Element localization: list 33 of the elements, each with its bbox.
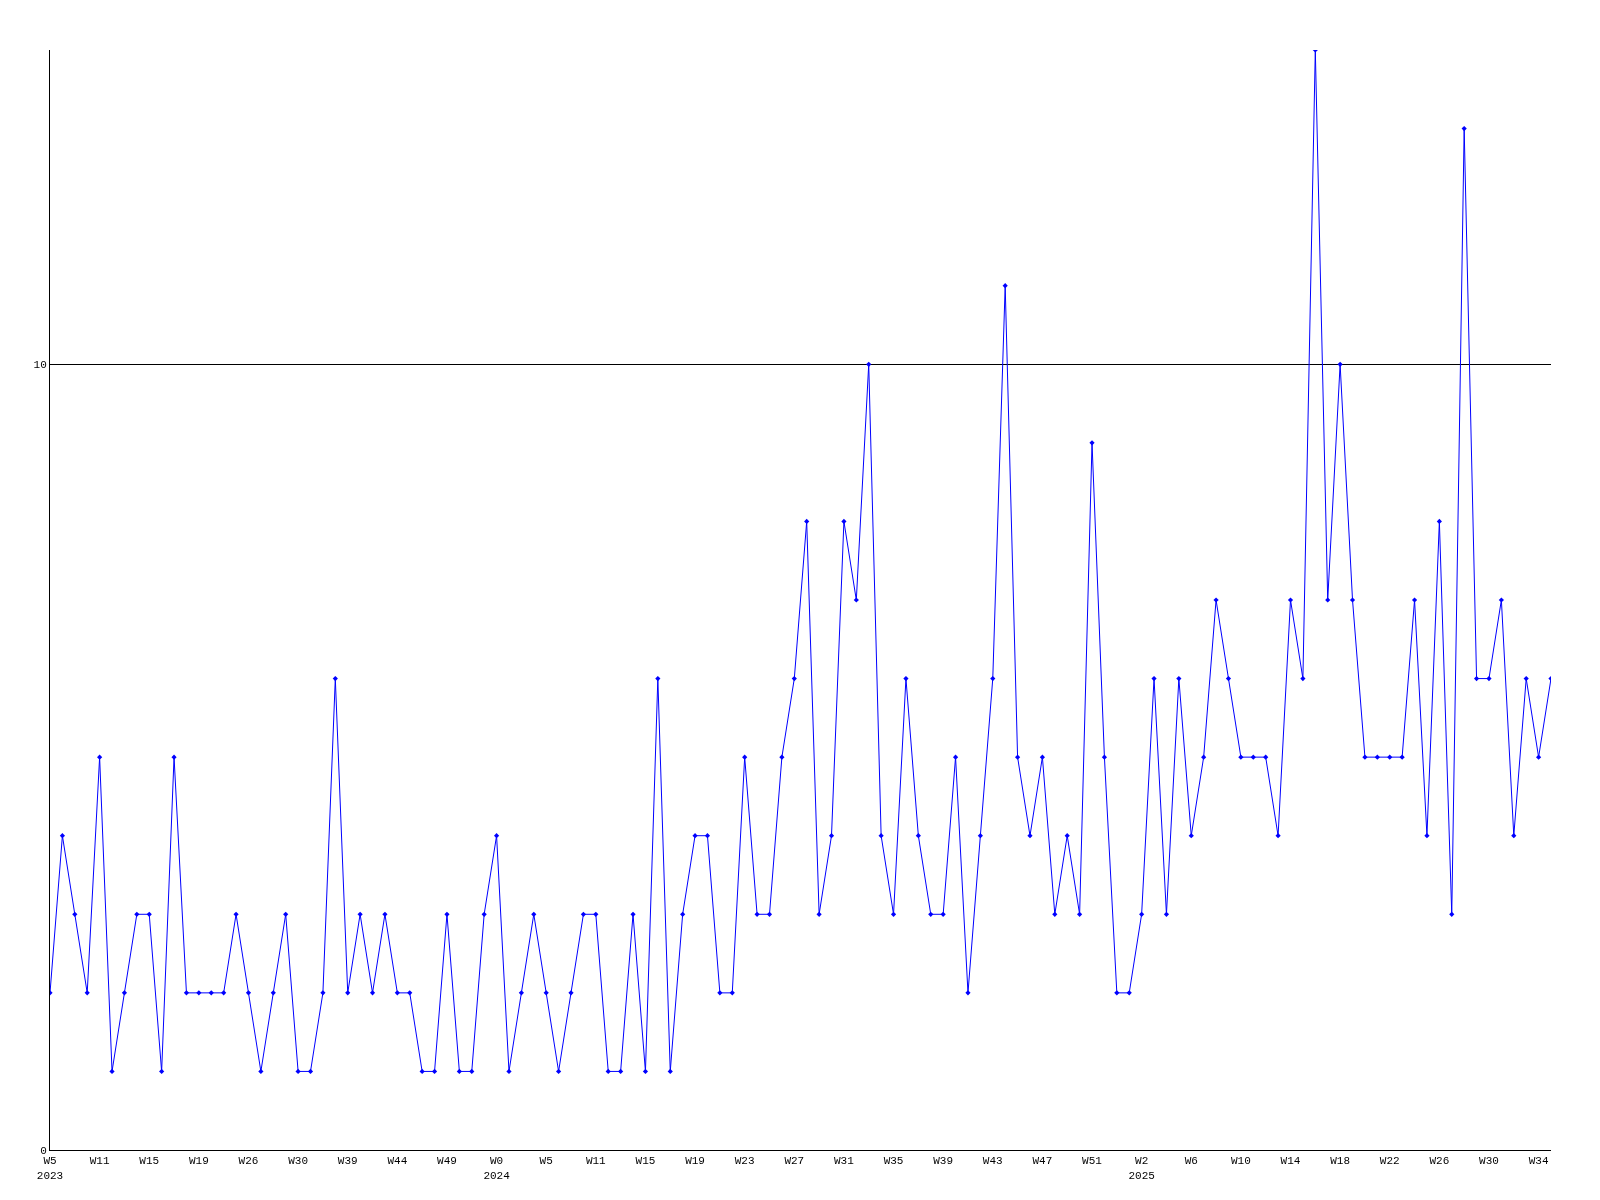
x-tick-label: W5 2023	[36, 1155, 64, 1182]
x-tick-label: W44	[387, 1155, 408, 1168]
x-tick-label: W10	[1230, 1155, 1251, 1168]
x-tick-label: W30	[288, 1155, 309, 1168]
x-tick-label: W18	[1330, 1155, 1351, 1168]
x-tick-label: W2 2025	[1128, 1155, 1155, 1182]
x-tick-label: W39	[337, 1155, 358, 1168]
y-tick-label: 10	[33, 359, 47, 372]
x-tick-label: W15	[139, 1155, 160, 1168]
x-tick-label: W15	[635, 1155, 656, 1168]
x-tick-label: W23	[734, 1155, 755, 1168]
x-tick-label: W0 2024	[483, 1155, 511, 1182]
x-tick-label: W31	[834, 1155, 855, 1168]
x-tick-label: W47	[1032, 1155, 1053, 1168]
x-tick-label: W35	[883, 1155, 904, 1168]
x-tick-label: W5	[539, 1155, 553, 1168]
x-tick-label: W11	[89, 1155, 110, 1168]
x-tick-label: W6	[1184, 1155, 1198, 1168]
x-tick-label: W26	[238, 1155, 259, 1168]
x-tick-label: W22	[1379, 1155, 1400, 1168]
x-tick-label: W11	[585, 1155, 607, 1168]
x-tick-label: W26	[1429, 1155, 1450, 1168]
x-tick-label: W19	[685, 1155, 705, 1168]
x-tick-label: W51	[1082, 1155, 1103, 1168]
x-tick-label: W49	[437, 1155, 457, 1168]
y-tick-label: 0	[40, 1144, 47, 1157]
x-tick-label: W27	[784, 1155, 805, 1168]
x-tick-label: W43	[982, 1155, 1003, 1168]
x-tick-label: W34	[1528, 1155, 1549, 1168]
x-tick-label: W19	[188, 1155, 209, 1168]
x-tick-label: W39	[933, 1155, 954, 1168]
x-tick-label: W14	[1280, 1155, 1301, 1168]
x-tick-label: W30	[1479, 1155, 1499, 1168]
